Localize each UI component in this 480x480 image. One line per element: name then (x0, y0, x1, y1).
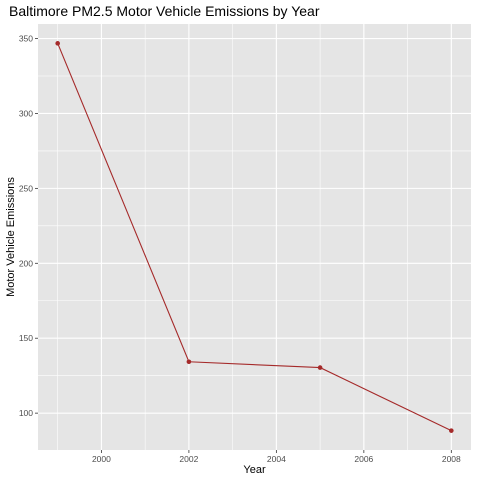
y-tick-label: 350 (19, 34, 33, 44)
x-tick-label: 2006 (354, 454, 373, 464)
series-line (57, 43, 452, 432)
minor-gridlines (38, 24, 471, 450)
x-axis-title: Year (243, 464, 266, 476)
y-axis-title: Motor Vehicle Emissions (5, 177, 17, 297)
y-tick-label: 200 (19, 258, 33, 268)
plot-panel (38, 24, 471, 450)
y-tick-label: 300 (19, 108, 33, 118)
x-axis: 2000 2002 2004 2006 2008 (92, 450, 461, 464)
y-tick-label: 250 (19, 183, 33, 193)
major-gridlines (38, 24, 471, 450)
x-tick-label: 2002 (179, 454, 198, 464)
data-point (317, 365, 323, 370)
data-point (449, 428, 454, 433)
data-point (55, 41, 60, 46)
x-tick-label: 2008 (442, 454, 461, 464)
y-axis: 100 150 200 250 300 350 (19, 34, 38, 418)
data-point (186, 359, 192, 365)
x-tick-label: 2004 (267, 454, 286, 464)
series-group (55, 41, 454, 433)
x-tick-label: 2000 (92, 454, 111, 464)
y-tick-label: 150 (19, 333, 33, 343)
chart-title: Baltimore PM2.5 Motor Vehicle Emissions … (9, 3, 320, 19)
y-tick-label: 100 (19, 408, 33, 418)
